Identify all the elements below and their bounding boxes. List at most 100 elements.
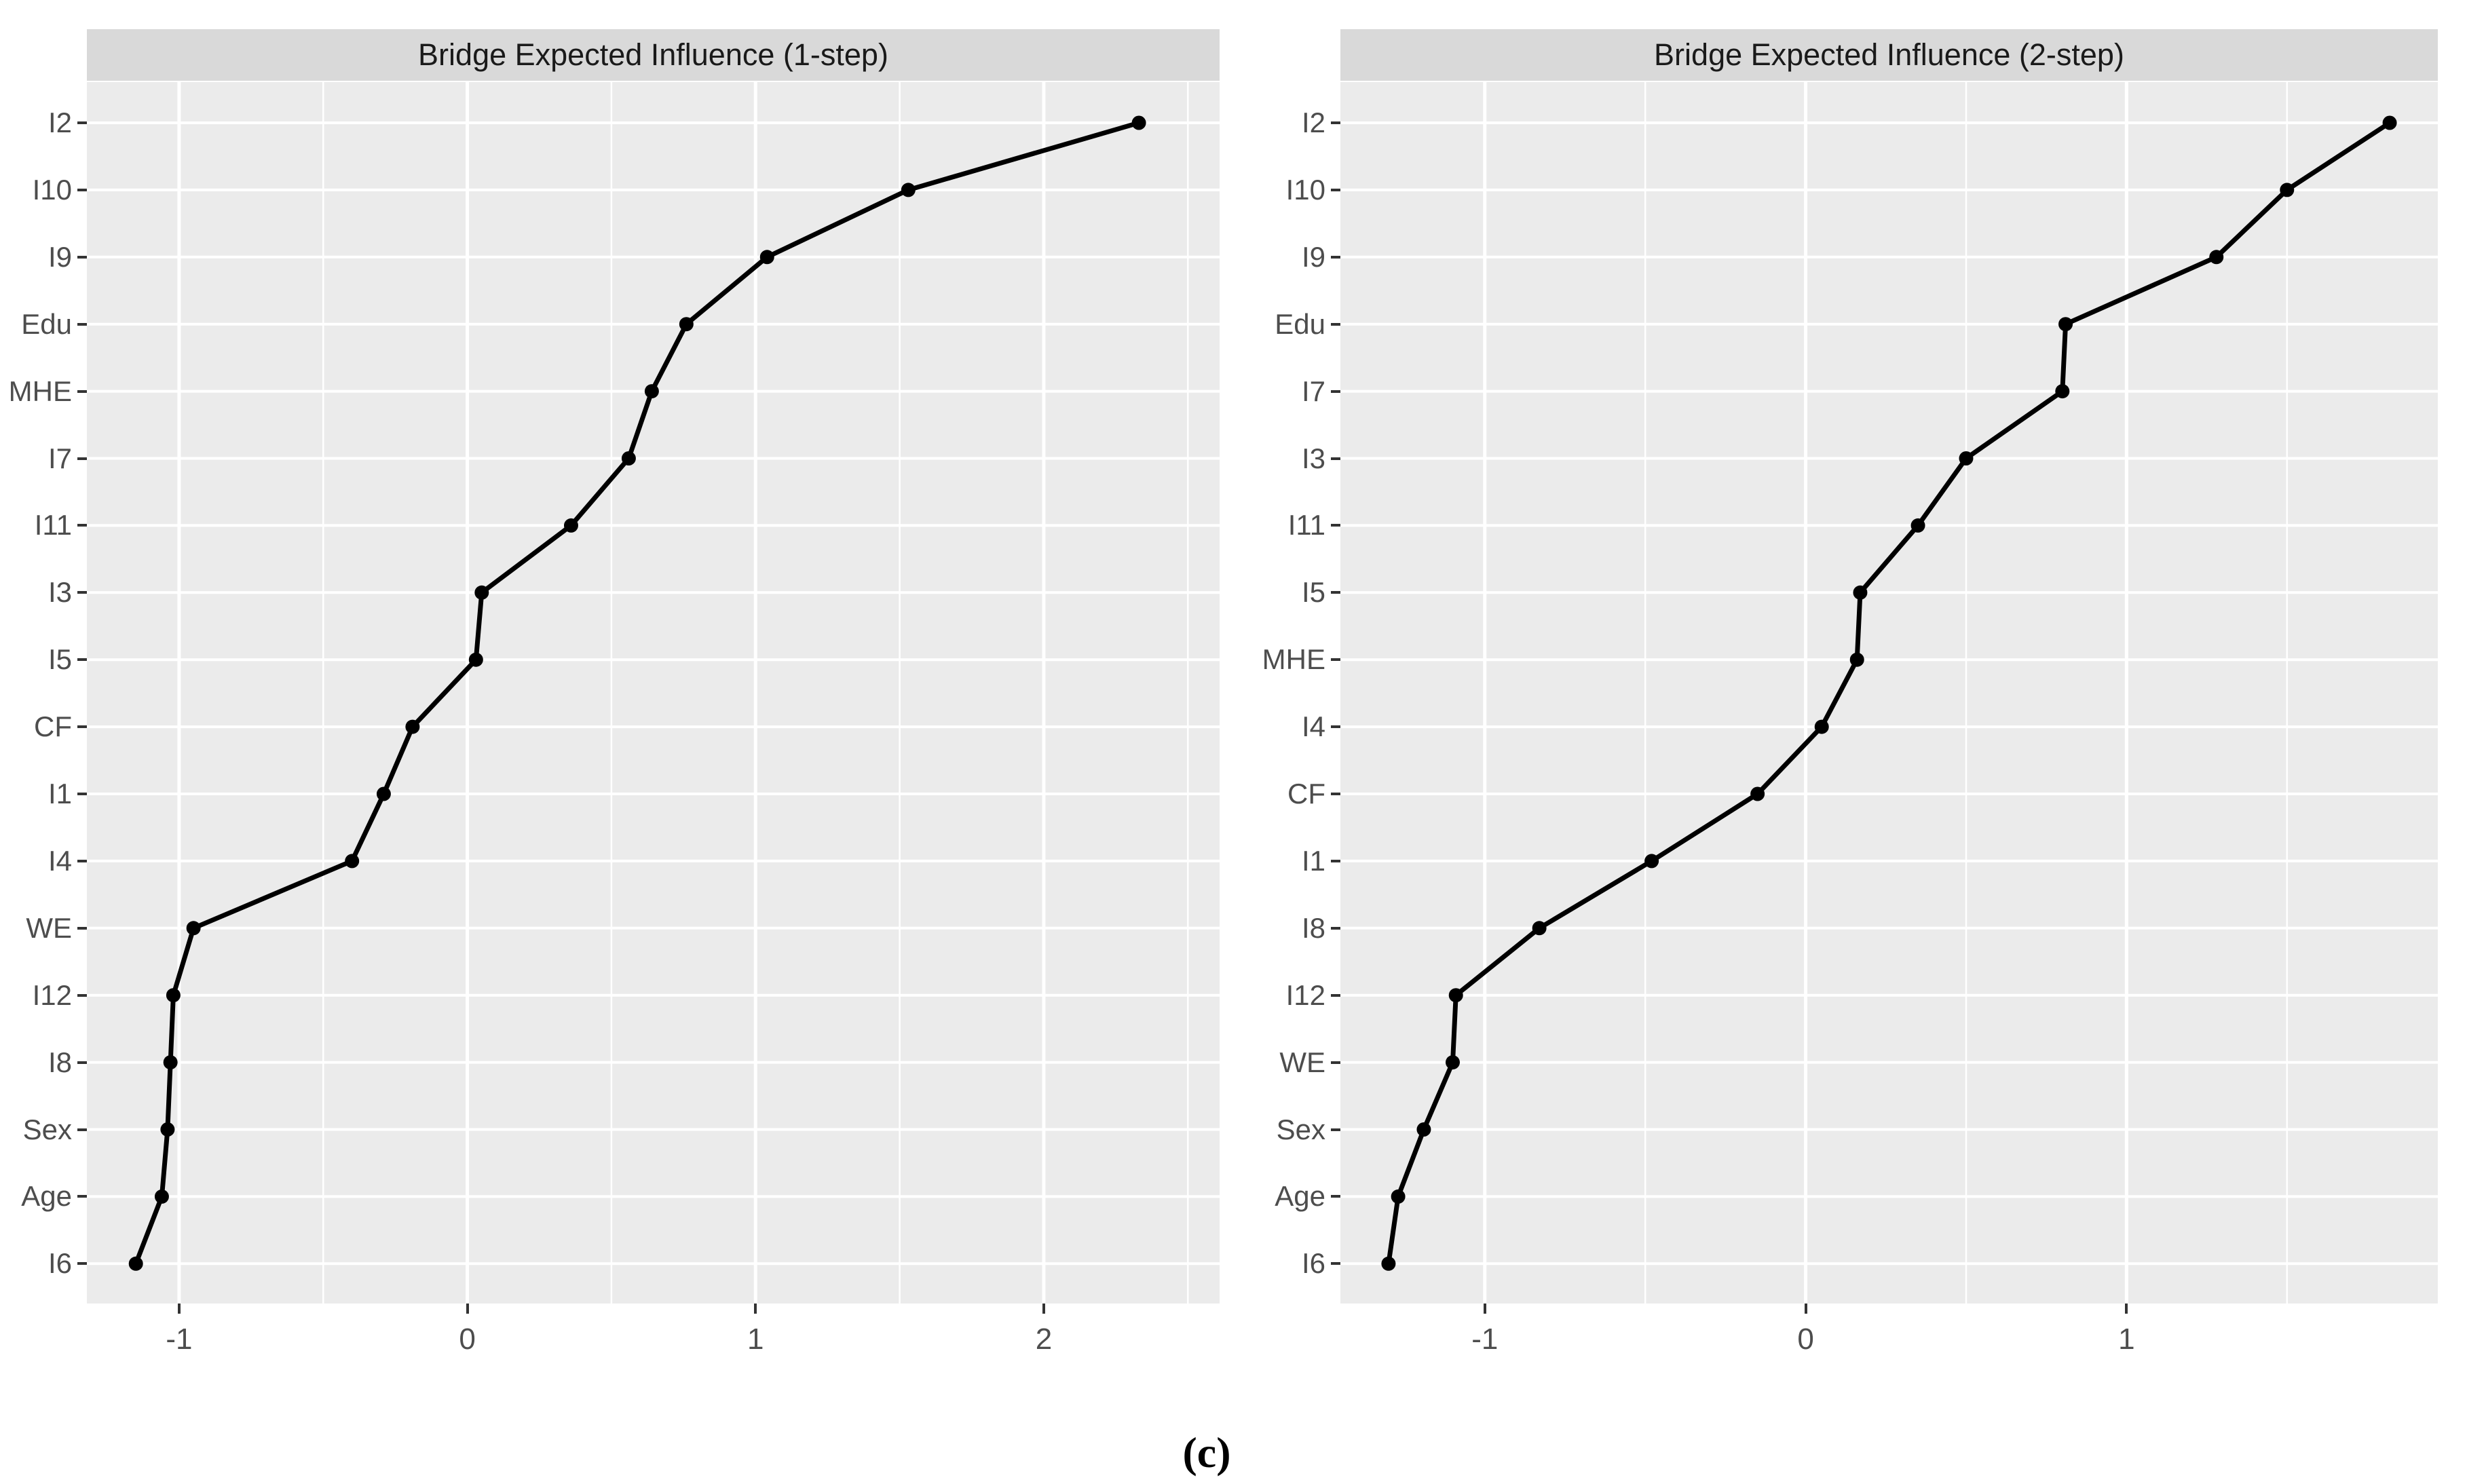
y-axis-tick [1331, 1195, 1340, 1198]
x-tick-label-0: 0 [1797, 1323, 1814, 1356]
y-axis-tick [1331, 926, 1340, 930]
data-point-Sex [1416, 1122, 1431, 1137]
y-category-label-I7: I7 [48, 442, 72, 474]
y-axis-tick [1331, 859, 1340, 862]
x-axis-tick [1042, 1304, 1045, 1314]
x-axis-tick [754, 1304, 757, 1314]
data-point-I1 [1644, 854, 1659, 869]
data-point-CF [1750, 786, 1765, 801]
y-axis-tick [77, 524, 87, 527]
x-tick-label-1: 1 [747, 1323, 764, 1356]
x-axis-tick [2125, 1304, 2128, 1314]
y-category-label-I10: I10 [32, 173, 72, 206]
y-category-label-Age: Age [21, 1180, 72, 1213]
y-category-label-I6: I6 [1301, 1247, 1325, 1280]
x-axis-tick [466, 1304, 469, 1314]
data-point-Age [1391, 1189, 1406, 1204]
x-tick-label-2: 2 [1035, 1323, 1053, 1356]
data-point-I9 [2209, 250, 2224, 265]
y-category-label-I10: I10 [1285, 173, 1325, 206]
y-axis-tick [77, 993, 87, 997]
x-axis-tick [1804, 1304, 1807, 1314]
y-axis-tick [1331, 993, 1340, 997]
y-category-label-Edu: Edu [1275, 307, 1325, 340]
y-axis-tick [1331, 793, 1340, 795]
y-axis-tick [77, 725, 87, 729]
data-point-I2 [2382, 115, 2397, 130]
y-axis-tick [77, 658, 87, 662]
data-point-I6 [1381, 1256, 1396, 1271]
y-axis-tick [1331, 457, 1340, 460]
y-category-label-Age: Age [1275, 1180, 1325, 1213]
data-point-I1 [376, 786, 391, 801]
y-axis-tick [77, 859, 87, 862]
y-axis-tick [77, 188, 87, 191]
data-point-I8 [163, 1055, 178, 1070]
y-category-label-I6: I6 [48, 1247, 72, 1280]
y-category-label-I12: I12 [32, 978, 72, 1011]
data-point-Edu [679, 317, 694, 332]
y-axis-tick [77, 255, 87, 259]
x-tick-label--1: -1 [166, 1323, 193, 1356]
y-axis-tick [1331, 1061, 1340, 1064]
y-category-label-I12: I12 [1285, 978, 1325, 1011]
data-point-MHE [1849, 652, 1864, 667]
data-point-I12 [1448, 988, 1463, 1003]
y-category-label-I4: I4 [48, 844, 72, 877]
figure-caption: (c) [1182, 1428, 1231, 1477]
data-point-I10 [2280, 183, 2295, 197]
series-line [1386, 121, 2391, 1264]
data-point-I12 [166, 988, 181, 1003]
y-category-label-I3: I3 [48, 576, 72, 609]
data-point-Edu [2058, 317, 2073, 332]
data-point-WE [186, 921, 201, 936]
y-category-label-I7: I7 [1301, 375, 1325, 407]
y-category-label-CF: CF [34, 710, 72, 743]
y-category-label-I5: I5 [1301, 576, 1325, 609]
data-point-WE [1445, 1055, 1460, 1070]
x-axis-tick [177, 1304, 181, 1314]
data-point-I7 [621, 451, 636, 465]
y-axis-tick [1331, 658, 1340, 662]
plot-panel-2step [1340, 82, 2438, 1304]
y-category-label-MHE: MHE [1262, 643, 1325, 676]
y-axis-tick [77, 457, 87, 460]
y-category-label-I4: I4 [1301, 710, 1325, 743]
x-tick-label--1: -1 [1471, 1323, 1499, 1356]
y-category-label-WE: WE [26, 911, 72, 944]
y-axis-tick [1331, 322, 1340, 326]
y-category-label-I8: I8 [48, 1046, 72, 1078]
panel-strip-1step: Bridge Expected Influence (1-step) [87, 29, 1220, 81]
y-axis-tick [77, 591, 87, 594]
data-point-I4 [1814, 719, 1829, 734]
y-axis-tick [77, 1195, 87, 1198]
data-point-I11 [1910, 518, 1925, 533]
y-category-label-WE: WE [1279, 1046, 1325, 1078]
data-point-I5 [468, 652, 483, 667]
data-point-I9 [759, 250, 774, 265]
data-point-I8 [1532, 921, 1547, 936]
x-tick-label-0: 0 [459, 1323, 476, 1356]
y-axis-tick [1331, 1262, 1340, 1266]
y-axis-tick [77, 1128, 87, 1131]
y-category-label-I3: I3 [1301, 442, 1325, 474]
y-axis-tick [77, 389, 87, 393]
y-axis-tick [77, 1262, 87, 1266]
y-axis-tick [1331, 591, 1340, 594]
x-tick-label-1: 1 [2118, 1323, 2135, 1356]
data-point-Sex [160, 1122, 175, 1137]
y-category-label-Sex: Sex [1276, 1113, 1325, 1145]
y-axis-tick [77, 1061, 87, 1064]
data-point-I3 [1959, 451, 1974, 465]
y-category-label-I8: I8 [1301, 911, 1325, 944]
panel-strip-2step: Bridge Expected Influence (2-step) [1340, 29, 2438, 81]
y-axis-tick [1331, 121, 1340, 124]
data-point-I10 [901, 183, 916, 197]
y-category-label-MHE: MHE [8, 375, 72, 407]
data-point-I6 [128, 1256, 143, 1271]
x-axis-tick [1483, 1304, 1486, 1314]
y-axis-tick [77, 322, 87, 326]
data-point-I5 [1853, 585, 1868, 600]
y-axis-tick [1331, 188, 1340, 191]
